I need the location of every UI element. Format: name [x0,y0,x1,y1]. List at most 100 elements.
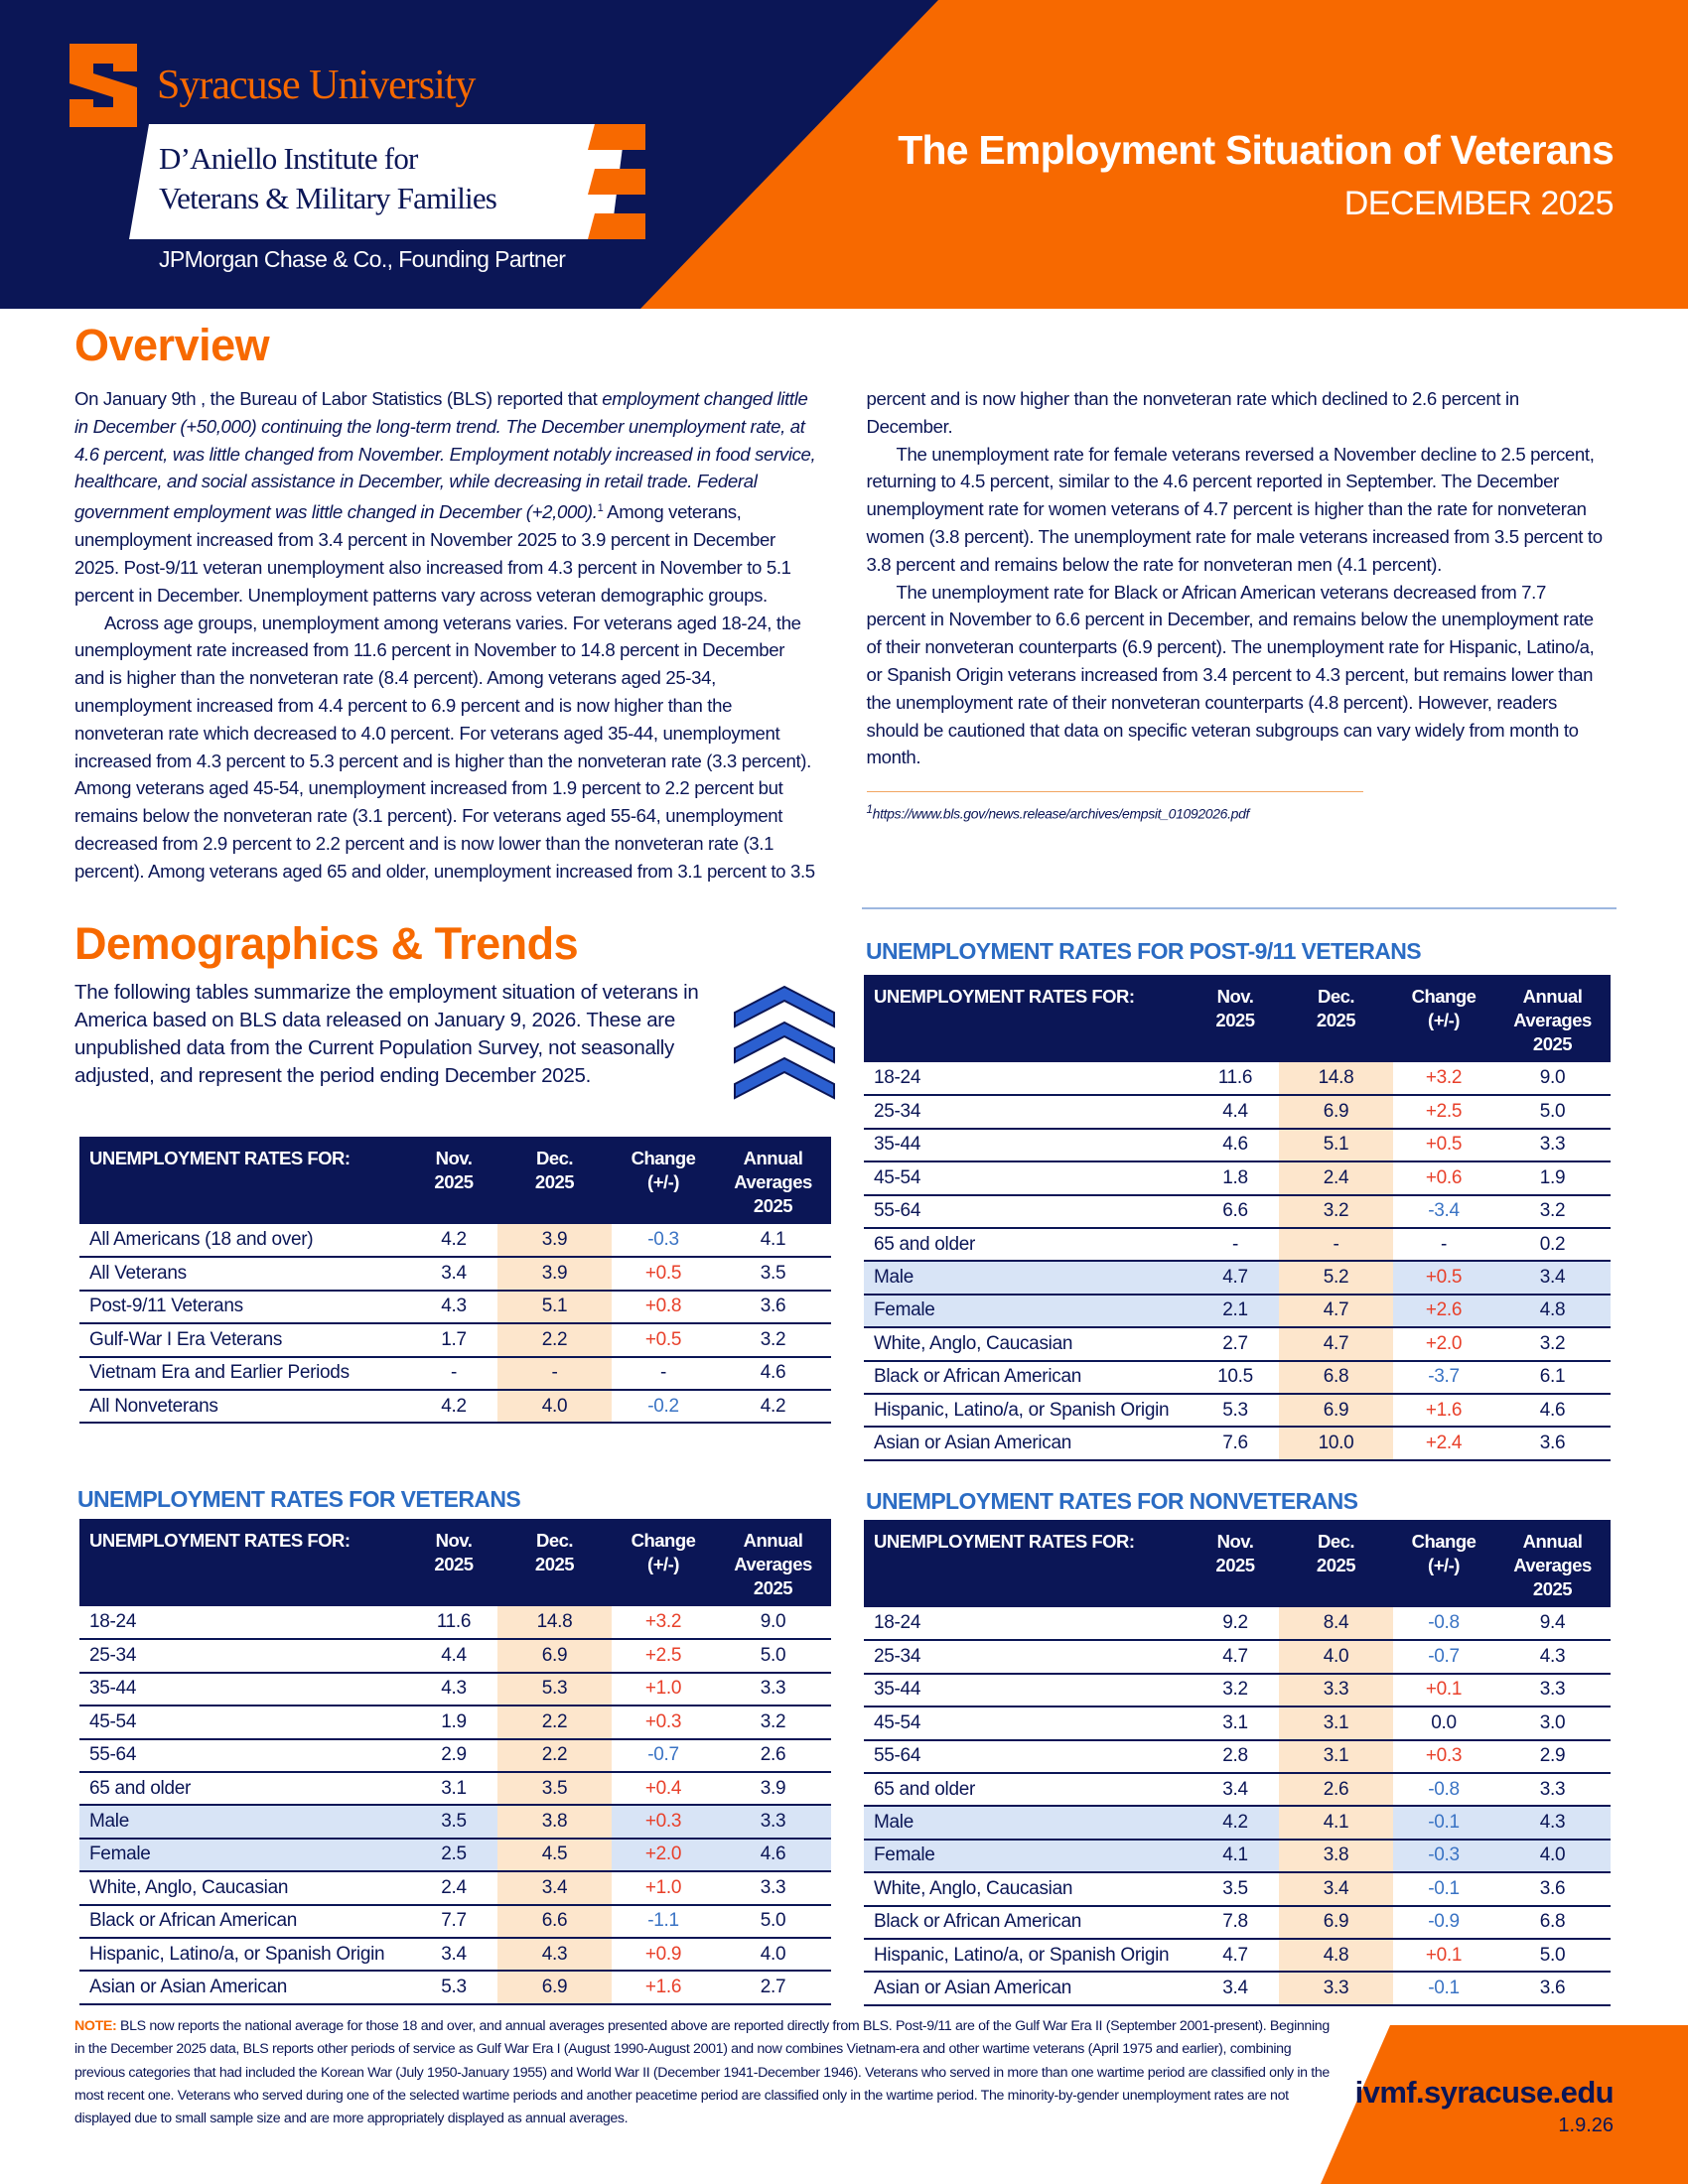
cell-change: -0.3 [612,1224,715,1259]
overview-italic-summary: employment changed little in December (+… [74,388,816,523]
cell-change: +0.3 [1393,1739,1494,1774]
cell-label: 35-44 [864,1673,1192,1708]
table-row: Gulf-War I Era Veterans 1.7 2.2 +0.5 3.2 [79,1323,831,1358]
header-nov: Nov. 2025 [410,1137,497,1224]
cell-label: Black or African American [79,1904,410,1939]
cell-nov: 4.6 [1192,1128,1279,1163]
cell-label: All Veterans [79,1257,410,1292]
unemployment-table: UNEMPLOYMENT RATES FOR: Nov. 2025 Dec. 2025 C… [79,1519,831,2005]
table-row: 25-34 4.4 6.9 +2.5 5.0 [79,1639,831,1674]
table-row: 55-64 2.9 2.2 -0.7 2.6 [79,1738,831,1773]
cell-nov: 11.6 [410,1606,497,1641]
header-nov-line: Nov. [435,1530,473,1551]
header-annual-line: Averages [734,1554,812,1574]
cell-change: -3.7 [1393,1360,1494,1395]
cell-nov: 4.2 [410,1224,497,1259]
cell-annual: 3.6 [1494,1972,1611,2006]
cell-annual: 3.2 [1494,1327,1611,1362]
cell-dec: 14.8 [497,1606,612,1641]
header-nov-line: Nov. [1216,986,1254,1007]
table-row: 18-24 9.2 8.4 -0.8 9.4 [864,1607,1611,1642]
cell-dec: 3.3 [1279,1673,1393,1708]
cell-dec: 3.4 [1279,1872,1393,1907]
cell-change: -0.7 [612,1738,715,1773]
unemployment-table: UNEMPLOYMENT RATES FOR: Nov. 2025 Dec. 2025 C… [864,1520,1611,2006]
cell-nov: 2.9 [410,1738,497,1773]
cell-change: +3.2 [1393,1062,1494,1097]
table-header-row: UNEMPLOYMENT RATES FOR: Nov. 2025 Dec. 2025 C… [864,975,1611,1062]
cell-nov: 4.1 [1192,1839,1279,1874]
overall-table: UNEMPLOYMENT RATES FOR: Nov. 2025 Dec. 2025 C… [79,1137,831,1425]
cell-annual: 4.0 [715,1937,831,1973]
cell-dec: 4.8 [1279,1938,1393,1974]
cell-dec: 4.5 [497,1838,612,1873]
header-change: Change (+/-) [612,1519,715,1606]
cell-annual: 4.6 [715,1356,831,1391]
table-row: 35-44 4.3 5.3 +1.0 3.3 [79,1672,831,1707]
cell-label: 55-64 [864,1194,1192,1229]
cell-nov: - [410,1356,497,1391]
cell-label: Male [864,1261,1192,1296]
header-dec-line: 2025 [534,1554,575,1574]
header-dec: Dec. 2025 [1279,1520,1393,1607]
cell-label: All Nonveterans [79,1389,410,1425]
table-row: Black or African American 7.8 6.9 -0.9 6.8 [864,1905,1611,1940]
header-annual-line: Annual [1522,986,1583,1007]
website-link[interactable]: ivmf.syracuse.edu [1354,2075,1615,2110]
cell-change: -0.8 [1393,1772,1494,1808]
header-annual-line: Annual [743,1530,803,1551]
cell-nov: 2.5 [410,1838,497,1873]
cell-annual: 9.0 [1494,1062,1611,1097]
cell-nov: 3.4 [410,1257,497,1292]
table-row: Male 3.5 3.8 +0.3 3.3 [79,1805,831,1840]
cell-label: 35-44 [864,1128,1192,1163]
cell-change: +1.6 [1393,1393,1494,1429]
cell-dec: 2.2 [497,1738,612,1773]
cell-change: -0.8 [1393,1607,1494,1642]
cell-label: Vietnam Era and Earlier Periods [79,1356,410,1391]
cell-label: Hispanic, Latino/a, or Spanish Origin [864,1393,1192,1429]
cell-dec: 10.0 [1279,1427,1393,1461]
cell-nov: 4.7 [1192,1640,1279,1675]
cell-dec: 3.9 [497,1224,612,1259]
cell-label: Hispanic, Latino/a, or Spanish Origin [79,1937,410,1973]
cell-annual: 3.3 [1494,1772,1611,1808]
cell-change: - [1393,1227,1494,1263]
header-label: UNEMPLOYMENT RATES FOR: [864,1520,1192,1607]
header-nov-line: 2025 [434,1554,474,1574]
cell-change: -0.1 [1393,1806,1494,1841]
note-body: BLS now reports the national average for… [74,2018,1330,2127]
header-change-line: (+/-) [1428,1010,1460,1030]
cell-label: 55-64 [79,1738,410,1773]
cell-label: 45-54 [864,1161,1192,1196]
logo-stripe-icon [588,169,645,195]
cell-change: +0.5 [612,1323,715,1358]
header-dec: Dec. 2025 [497,1519,612,1606]
cell-label: 65 and older [864,1227,1192,1263]
footnote-ref: 1 [597,502,604,515]
cell-change: -0.7 [1393,1640,1494,1675]
cell-dec: 5.2 [1279,1261,1393,1296]
cell-change: - [612,1356,715,1391]
cell-annual: 3.2 [715,1323,831,1358]
header-change-line: (+/-) [647,1554,679,1574]
founding-partner: JPMorgan Chase & Co., Founding Partner [159,246,566,272]
header-nov-line: Nov. [435,1148,473,1168]
table-row: Hispanic, Latino/a, or Spanish Origin 5.3… [864,1393,1611,1429]
table-row: Hispanic, Latino/a, or Spanish Origin 3.4… [79,1937,831,1973]
footnote-link[interactable]: https://www.bls.gov/news.release/archive… [872,805,1250,822]
table-row: Female 4.1 3.8 -0.3 4.0 [864,1839,1611,1874]
cell-change: +0.8 [612,1290,715,1325]
nonveterans-table: UNEMPLOYMENT RATES FOR: Nov. 2025 Dec. 2025 C… [864,1520,1611,2006]
page-title: The Employment Situation of Veterans [898,127,1615,173]
header-change: Change (+/-) [612,1137,715,1224]
header-nov-line: 2025 [1215,1010,1255,1030]
table-row: All Nonveterans 4.2 4.0 -0.2 4.2 [79,1389,831,1425]
cell-change: +1.6 [612,1971,715,2005]
university-name: Syracuse University [157,63,476,108]
table-row: Black or African American 10.5 6.8 -3.7 6.1 [864,1360,1611,1395]
cell-annual: 2.7 [715,1971,831,2005]
cell-nov: 7.8 [1192,1905,1279,1940]
table-header-row: UNEMPLOYMENT RATES FOR: Nov. 2025 Dec. 2025 C… [79,1137,831,1224]
cell-annual: 4.1 [715,1224,831,1259]
